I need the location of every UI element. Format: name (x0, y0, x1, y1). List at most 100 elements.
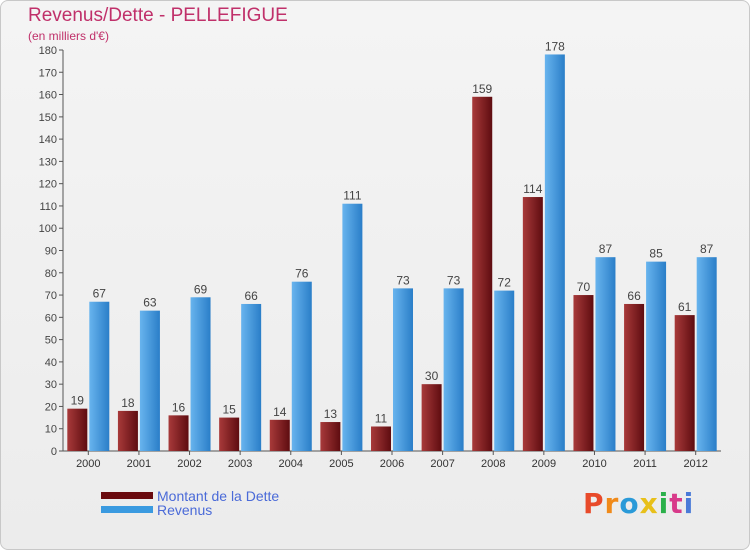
bar-revenue-2006 (393, 288, 413, 451)
logo-letter: t (669, 487, 684, 520)
data-label-revenue-2008: 72 (498, 276, 512, 290)
data-label-revenue-2000: 67 (93, 287, 107, 301)
data-label-debt-2011: 66 (627, 289, 641, 303)
y-tick-label: 150 (39, 112, 57, 124)
data-label-debt-2004: 14 (273, 405, 287, 419)
data-label-revenue-2001: 63 (143, 296, 157, 310)
x-tick-label: 2003 (228, 458, 252, 470)
y-tick-label: 120 (39, 179, 57, 191)
bar-debt-2001 (117, 410, 138, 451)
data-label-revenue-2006: 73 (396, 273, 410, 287)
data-label-debt-2012: 61 (678, 300, 692, 314)
y-tick-label: 140 (39, 134, 57, 146)
data-label-revenue-2005: 111 (343, 189, 362, 203)
x-tick-label: 2006 (380, 458, 404, 470)
data-label-debt-2003: 15 (222, 403, 236, 417)
x-tick-label: 2000 (76, 458, 100, 470)
bar-debt-2006 (371, 426, 391, 451)
legend-swatch-debt (101, 492, 153, 499)
bar-debt-2007 (421, 384, 442, 451)
data-label-revenue-2012: 87 (700, 242, 714, 256)
data-label-debt-2006: 11 (375, 411, 388, 425)
data-label-revenue-2007: 73 (447, 273, 461, 287)
y-tick-label: 40 (45, 357, 57, 369)
bar-revenue-2012 (696, 257, 717, 451)
logo-letter: x (639, 487, 659, 520)
y-tick-label: 20 (45, 401, 57, 413)
data-label-debt-2007: 30 (425, 369, 439, 383)
bar-revenue-2008 (494, 290, 515, 451)
bar-debt-2011 (624, 303, 645, 451)
x-tick-label: 2009 (532, 458, 556, 470)
y-tick-label: 130 (39, 156, 57, 168)
legend-label-revenue: Revenus (157, 502, 213, 518)
y-tick-label: 70 (45, 290, 57, 302)
bar-debt-2002 (168, 415, 189, 451)
x-tick-label: 2010 (582, 458, 606, 470)
x-tick-label: 2005 (329, 458, 353, 470)
bar-debt-2005 (320, 422, 341, 451)
bar-debt-2012 (674, 315, 695, 451)
bar-debt-2009 (522, 197, 543, 451)
bar-revenue-2003 (241, 303, 262, 451)
logo-letter: P (583, 487, 605, 520)
bar-revenue-2005 (342, 203, 363, 451)
legend-label-debt: Montant de la Dette (157, 488, 280, 504)
bar-debt-2010 (573, 295, 594, 451)
bar-revenue-2007 (443, 288, 464, 451)
y-tick-label: 100 (39, 223, 57, 235)
bar-debt-2003 (219, 417, 240, 451)
data-label-debt-2008: 159 (472, 82, 492, 96)
data-label-debt-2001: 18 (121, 396, 135, 410)
bar-revenue-2004 (291, 281, 312, 451)
bar-revenue-2011 (646, 261, 667, 451)
bar-revenue-2002 (190, 297, 211, 451)
y-tick-label: 50 (45, 335, 57, 347)
legend-swatch-revenue (101, 506, 153, 513)
x-tick-label: 2001 (127, 458, 151, 470)
y-tick-label: 30 (45, 379, 57, 391)
data-label-revenue-2009: 178 (545, 39, 565, 53)
logo-letter: r (604, 487, 620, 520)
data-label-debt-2005: 13 (324, 407, 338, 421)
y-tick-label: 60 (45, 312, 57, 324)
data-label-debt-2002: 16 (172, 400, 186, 414)
x-tick-label: 2012 (683, 458, 707, 470)
proxiti-logo: Proxiti (583, 487, 694, 520)
bar-revenue-2010 (595, 257, 616, 451)
y-tick-label: 0 (51, 446, 57, 458)
chart-title: Revenus/Dette - PELLEFIGUE (28, 5, 288, 26)
logo-letter: o (619, 487, 640, 520)
y-tick-label: 90 (45, 246, 57, 258)
data-label-revenue-2004: 76 (295, 267, 309, 281)
data-label-debt-2010: 70 (577, 280, 591, 294)
bar-debt-2004 (269, 419, 290, 451)
x-tick-label: 2004 (279, 458, 303, 470)
bar-debt-2000 (67, 408, 88, 451)
chart-subtitle: (en milliers d'€) (28, 29, 109, 43)
logo-letter: i (683, 487, 695, 520)
data-label-revenue-2011: 85 (649, 247, 663, 261)
bar-revenue-2009 (544, 54, 565, 451)
y-tick-label: 110 (39, 201, 57, 213)
x-tick-label: 2007 (430, 458, 454, 470)
bar-revenue-2000 (89, 301, 110, 451)
x-tick-label: 2008 (481, 458, 505, 470)
data-label-debt-2000: 19 (71, 394, 85, 408)
data-label-revenue-2003: 66 (244, 289, 258, 303)
y-tick-label: 10 (45, 424, 57, 436)
y-tick-label: 180 (39, 45, 57, 57)
x-tick-label: 2002 (177, 458, 201, 470)
y-tick-label: 160 (39, 90, 57, 102)
logo-letter: i (658, 487, 670, 520)
x-tick-label: 2011 (633, 458, 657, 470)
data-label-revenue-2002: 69 (194, 282, 208, 296)
y-tick-label: 170 (39, 67, 57, 79)
data-label-revenue-2010: 87 (599, 242, 613, 256)
y-tick-label: 80 (45, 268, 57, 280)
data-label-debt-2009: 114 (523, 182, 542, 196)
bar-revenue-2001 (139, 310, 160, 451)
bar-debt-2008 (472, 96, 493, 452)
